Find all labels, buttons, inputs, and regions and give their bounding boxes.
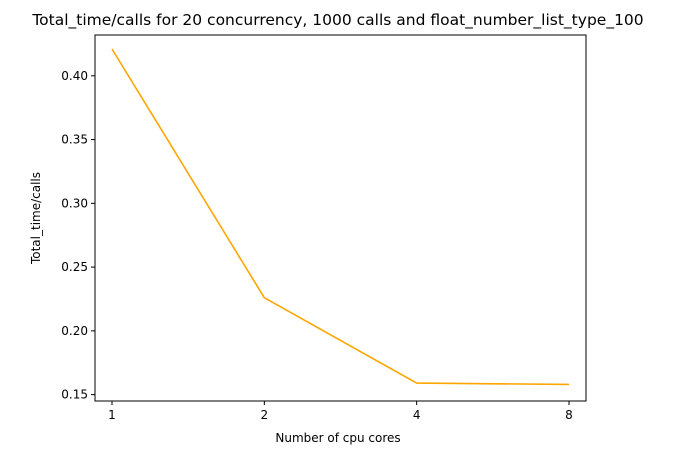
x-tick-label: 4 [413,408,421,422]
y-tick-label: 0.35 [61,133,88,147]
chart-title: Total_time/calls for 20 concurrency, 100… [31,11,643,30]
y-tick-label: 0.30 [61,196,88,210]
series-layer [111,48,570,386]
y-tick-label: 0.25 [61,260,88,274]
plot-area-frame [94,34,587,402]
x-tick-label: 1 [108,408,116,422]
x-axis-ticks: 1 2 4 8 [108,401,573,422]
y-axis-ticks: 0.15 0.20 0.25 0.30 0.35 0.40 [61,69,95,402]
y-tick-label: 0.15 [61,388,88,402]
x-tick-label: 8 [565,408,573,422]
y-tick-label: 0.40 [61,69,88,83]
x-tick-label: 2 [261,408,269,422]
y-axis-label: Total_time/calls [29,172,43,265]
series-line [111,48,570,386]
x-axis-label: Number of cpu cores [275,431,400,445]
y-tick-label: 0.20 [61,324,88,338]
